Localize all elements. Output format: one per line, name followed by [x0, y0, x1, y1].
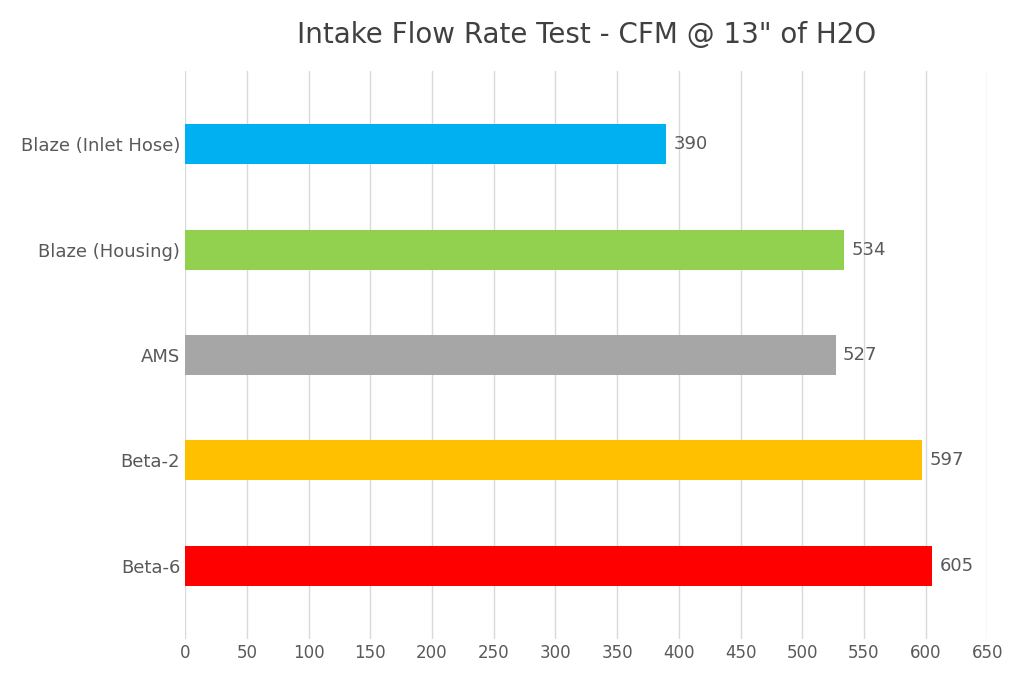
- Bar: [185, 335, 836, 375]
- Title: Intake Flow Rate Test - CFM @ 13" of H2O: Intake Flow Rate Test - CFM @ 13" of H2O: [297, 21, 876, 48]
- Text: 597: 597: [930, 451, 964, 469]
- Bar: [185, 441, 922, 480]
- Bar: [185, 546, 932, 585]
- Text: 605: 605: [939, 557, 974, 574]
- Bar: [185, 229, 844, 270]
- Text: 534: 534: [852, 240, 886, 259]
- Text: 527: 527: [843, 346, 878, 364]
- Text: 390: 390: [674, 135, 709, 153]
- Bar: [185, 124, 667, 165]
